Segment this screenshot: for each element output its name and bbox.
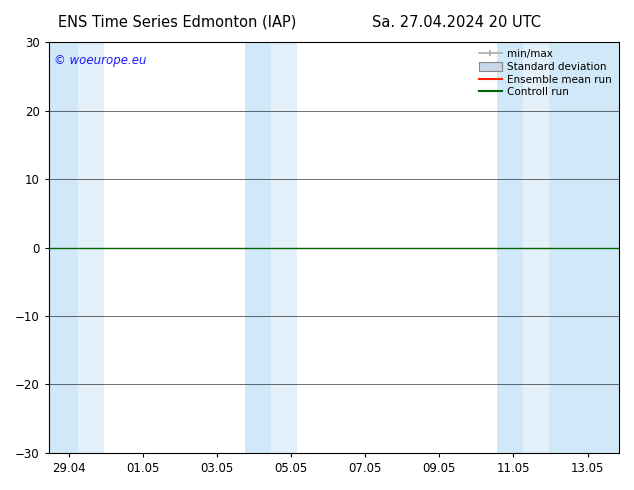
Bar (497, 42, 522, 453)
Text: ENS Time Series Edmonton (IAP): ENS Time Series Edmonton (IAP) (58, 15, 297, 30)
Legend: min/max, Standard deviation, Ensemble mean run, Controll run: min/max, Standard deviation, Ensemble me… (477, 47, 614, 99)
Bar (271, 42, 297, 453)
Bar (79, 42, 105, 453)
Bar (49, 42, 79, 453)
Bar (522, 42, 548, 453)
Bar (245, 42, 271, 453)
Text: © woeurope.eu: © woeurope.eu (55, 54, 147, 68)
Bar (548, 42, 619, 453)
Text: Sa. 27.04.2024 20 UTC: Sa. 27.04.2024 20 UTC (372, 15, 541, 30)
